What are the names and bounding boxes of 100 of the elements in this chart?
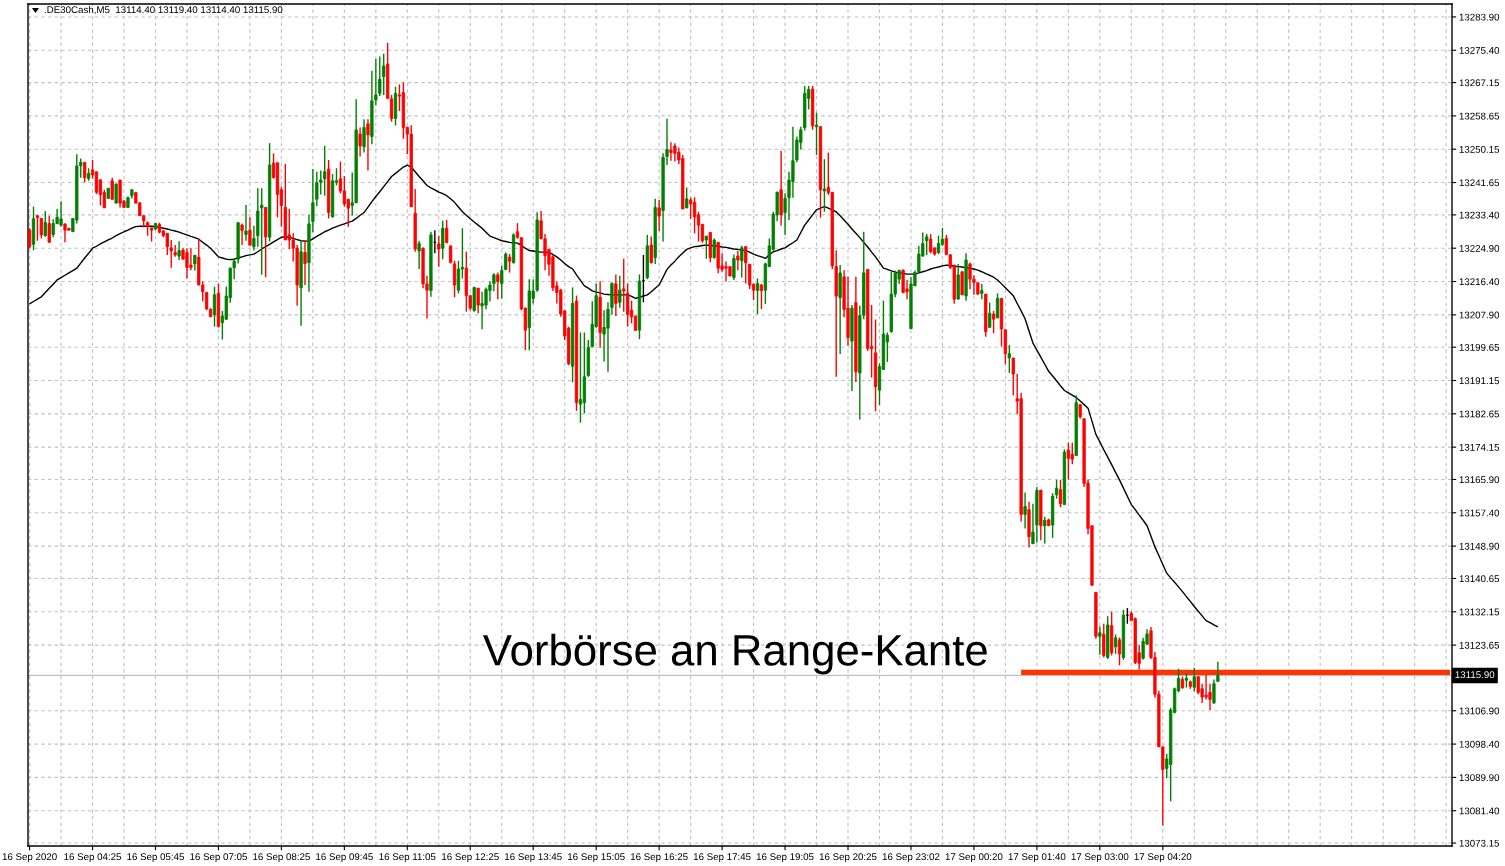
candlestick — [995, 292, 1000, 319]
y-tick-label: 13073.15 — [1459, 839, 1500, 847]
x-tick-label: 16 Sep 15:05 — [568, 853, 625, 863]
y-tick-label: 13275.40 — [1459, 46, 1500, 54]
candlestick — [94, 171, 99, 195]
y-tick-label: 13267.15 — [1459, 79, 1500, 87]
candlestick — [736, 250, 740, 271]
candlestick — [35, 214, 40, 242]
ref-line-label: 13115.90 — [1455, 671, 1495, 679]
candlestick — [649, 235, 653, 265]
candlestick — [1204, 674, 1208, 701]
candlestick — [1212, 678, 1216, 705]
candlestick — [740, 245, 744, 279]
candlestick — [212, 285, 217, 328]
candlestick — [712, 237, 716, 260]
candlestick — [991, 310, 996, 334]
y-tick-label: 13250.15 — [1459, 145, 1500, 153]
candlestick — [692, 196, 697, 235]
candlestick — [614, 273, 618, 317]
candlestick — [744, 245, 748, 285]
y-tick-label: 13182.65 — [1459, 410, 1500, 418]
x-tick-label: 16 Sep 09:45 — [316, 853, 373, 863]
candlestick — [63, 222, 67, 244]
x-tick-label: 16 Sep 11:05 — [379, 853, 436, 863]
candlestick — [1054, 479, 1059, 500]
y-tick-label: 13148.90 — [1459, 542, 1500, 550]
candlestick — [437, 234, 441, 268]
candlestick — [755, 277, 760, 315]
y-tick-label: 13174.15 — [1459, 443, 1500, 451]
x-tick-label: 16 Sep 04:25 — [64, 853, 122, 863]
chart-title: .DE30Cash,M5 13114.40 13119.40 13114.40 13115.90 — [44, 5, 283, 15]
x-tick-label: 16 Sep 19:05 — [756, 853, 814, 863]
candlestick — [626, 282, 630, 328]
candlestick — [669, 141, 673, 162]
candlestick — [936, 234, 941, 255]
x-tick-label: 16 Sep 05:45 — [127, 853, 184, 863]
candlestick — [248, 216, 252, 247]
candlestick — [1098, 625, 1102, 656]
y-tick-label: 13081.40 — [1459, 807, 1500, 815]
candlestick — [114, 183, 118, 204]
candlestick — [925, 233, 929, 256]
x-tick-label: 16 Sep 13:45 — [505, 853, 562, 863]
y-tick-label: 13283.90 — [1459, 13, 1500, 21]
x-tick-label: 16 Sep 2020 — [2, 853, 57, 863]
candlestick — [189, 247, 193, 271]
y-tick-label: 13241.65 — [1459, 179, 1500, 187]
y-tick-label: 13132.15 — [1459, 608, 1500, 616]
candlestick — [500, 265, 504, 300]
candlestick — [417, 240, 421, 270]
x-tick-label: 17 Sep 04:20 — [1134, 853, 1192, 863]
candlestick — [822, 158, 827, 213]
y-tick-label: 13165.90 — [1459, 476, 1500, 484]
candlestick — [960, 271, 964, 296]
candlestick — [456, 260, 461, 294]
y-tick-label: 13233.40 — [1459, 211, 1500, 219]
candlestick — [929, 233, 933, 255]
candlestick — [480, 291, 484, 331]
candlestick — [1141, 637, 1145, 661]
candlestick — [39, 217, 44, 240]
candlestick — [362, 118, 366, 154]
y-tick-label: 13224.90 — [1459, 244, 1500, 252]
x-tick-label: 16 Sep 12:25 — [442, 853, 499, 863]
candlestick — [759, 283, 764, 310]
candlestick — [47, 214, 51, 244]
candlestick — [441, 220, 445, 260]
y-tick-label: 13199.65 — [1459, 343, 1500, 351]
annotation: Vorbörse an Range-Kante — [482, 633, 987, 675]
y-tick-label: 13089.90 — [1459, 774, 1500, 782]
candlestick — [1066, 441, 1070, 481]
x-tick-label: 16 Sep 20:25 — [819, 853, 877, 863]
candlestick — [1117, 636, 1122, 666]
candlestick — [988, 302, 992, 329]
candlestick — [118, 179, 122, 209]
candlestick — [83, 161, 87, 184]
candlestick — [1007, 344, 1011, 374]
y-tick-label: 13258.65 — [1459, 112, 1500, 120]
y-tick-label: 13157.40 — [1459, 509, 1500, 517]
candlestick — [1192, 666, 1196, 692]
candlestick — [814, 111, 819, 156]
candlestick — [496, 271, 500, 300]
candlestick — [476, 287, 480, 314]
candlestick — [323, 145, 327, 197]
candlestick — [169, 239, 173, 269]
x-tick-label: 17 Sep 03:00 — [1071, 853, 1129, 863]
y-tick-label: 13106.90 — [1459, 707, 1500, 715]
y-tick-label: 13216.40 — [1459, 278, 1500, 286]
candlestick — [657, 199, 661, 232]
candlestick — [303, 239, 307, 286]
x-tick-label: 16 Sep 08:25 — [253, 853, 310, 863]
candlestick — [244, 204, 248, 242]
x-tick-label: 16 Sep 16:25 — [630, 853, 688, 863]
candlestick — [43, 210, 47, 238]
candlestick — [287, 208, 291, 250]
y-tick-label: 13191.15 — [1459, 377, 1500, 385]
candlestick — [452, 260, 457, 298]
x-tick-label: 17 Sep 01:40 — [1008, 853, 1066, 863]
candlestick — [51, 218, 55, 238]
candlestick — [260, 187, 264, 276]
candlestick — [445, 219, 449, 245]
candlestick — [618, 274, 622, 309]
